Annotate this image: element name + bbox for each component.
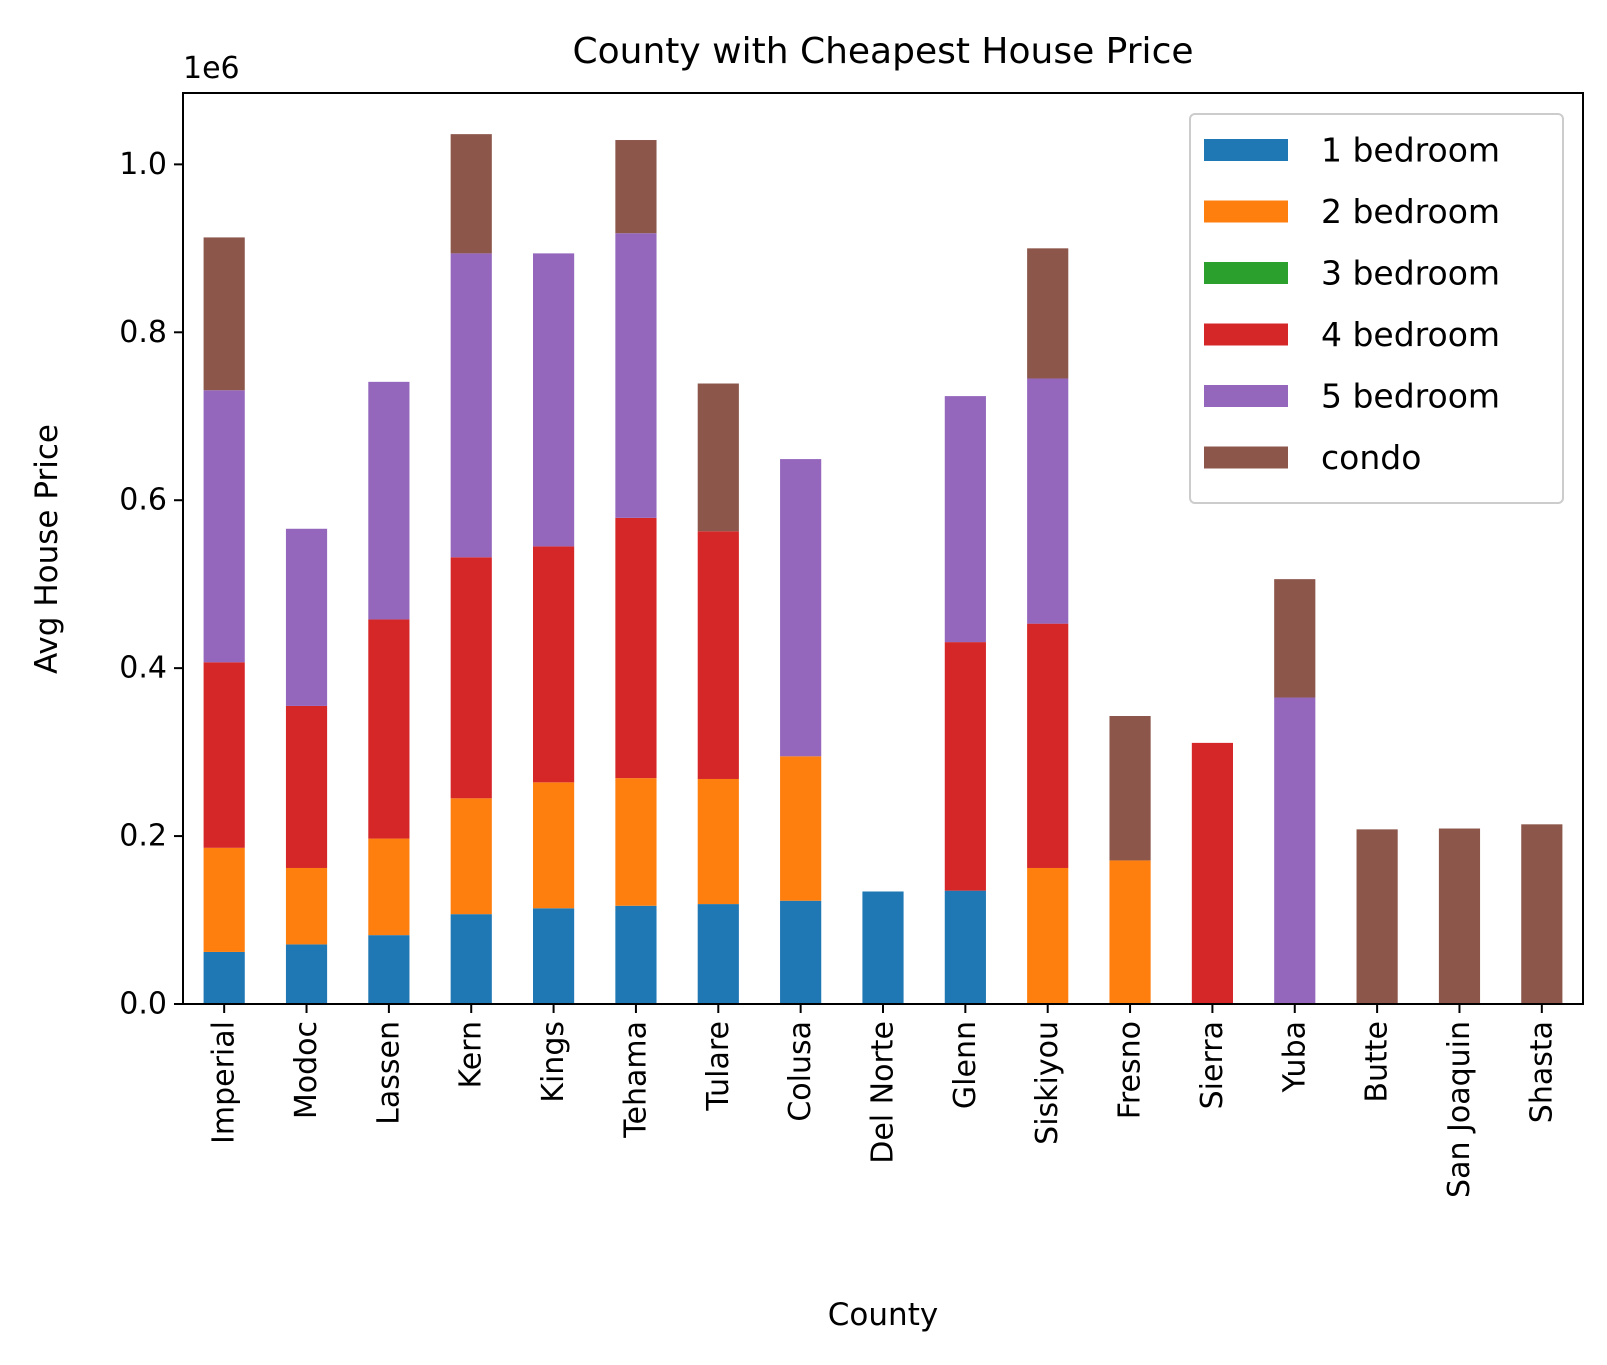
- x-tick-label-yuba: Yuba: [1277, 1021, 1312, 1093]
- bar-tehama-1-bedroom: [615, 905, 657, 1004]
- legend-swatch-4-bedroom: [1204, 323, 1288, 346]
- y-offset-label: 1e6: [183, 51, 240, 86]
- x-tick-label-lassen: Lassen: [371, 1021, 406, 1125]
- bar-tulare-condo: [697, 383, 739, 532]
- bar-imperial-4-bedroom: [203, 662, 245, 848]
- bar-siskiyou-5-bedroom: [1027, 378, 1069, 624]
- legend-swatch-2-bedroom: [1204, 200, 1288, 223]
- bar-lassen-2-bedroom: [368, 838, 410, 936]
- x-ticks-layer: Imperial Modoc Lassen Kern Kings Tehama Tulare…: [207, 1004, 1559, 1198]
- chart-title: County with Cheapest House Price: [572, 31, 1193, 72]
- y-tick-label: 0.4: [119, 651, 167, 686]
- bar-tehama-4-bedroom: [615, 517, 657, 779]
- legend: 1 bedroom 2 bedroom 3 bedroom 4 bedroom 5 be…: [1189, 113, 1564, 504]
- bar-tulare-4-bedroom: [697, 531, 739, 779]
- bar-yuba-5-bedroom: [1274, 697, 1316, 1004]
- bar-modoc-4-bedroom: [285, 705, 328, 868]
- bar-kern-2-bedroom: [450, 798, 492, 915]
- x-tick-label-sierra: Sierra: [1195, 1021, 1230, 1109]
- bar-del-norte-1-bedroom: [862, 891, 904, 1004]
- x-tick-label-san-joaquin: San Joaquin: [1442, 1021, 1477, 1198]
- bar-kings-1-bedroom: [533, 908, 575, 1004]
- x-tick-label-modoc: Modoc: [289, 1021, 324, 1119]
- legend-label-4-bedroom: 4 bedroom: [1321, 315, 1500, 354]
- bar-kern-5-bedroom: [450, 253, 492, 558]
- bar-sierra-4-bedroom: [1191, 742, 1233, 1004]
- bar-modoc-5-bedroom: [285, 528, 328, 706]
- bar-kern-4-bedroom: [450, 557, 492, 799]
- bar-lassen-1-bedroom: [368, 935, 410, 1004]
- x-tick-label-colusa: Colusa: [783, 1021, 818, 1122]
- bar-lassen-5-bedroom: [368, 381, 410, 620]
- bar-siskiyou-2-bedroom: [1027, 867, 1069, 1004]
- legend-label-condo: condo: [1321, 438, 1421, 477]
- x-tick-label-fresno: Fresno: [1113, 1021, 1148, 1119]
- plot-frame: [182, 92, 1584, 1005]
- y-tick-label: 0.2: [119, 819, 167, 854]
- x-tick-label-siskiyou: Siskiyou: [1030, 1021, 1065, 1145]
- bar-imperial-5-bedroom: [203, 390, 245, 663]
- legend-label-3-bedroom: 3 bedroom: [1321, 254, 1500, 293]
- legend-swatch-3-bedroom: [1204, 262, 1288, 284]
- legend-label-1-bedroom: 1 bedroom: [1321, 131, 1500, 170]
- y-ticks-layer: 0.0 0.2 0.4 0.6 0.8 1.0: [119, 147, 183, 1022]
- bar-fresno-2-bedroom: [1109, 860, 1151, 1004]
- legend-swatch-5-bedroom: [1204, 385, 1288, 407]
- bar-tulare-1-bedroom: [697, 904, 739, 1004]
- x-tick-label-glenn: Glenn: [948, 1021, 983, 1109]
- x-tick-label-imperial: Imperial: [207, 1021, 242, 1144]
- bar-colusa-1-bedroom: [780, 900, 822, 1004]
- x-tick-label-kern: Kern: [454, 1021, 489, 1088]
- y-tick-label: 1.0: [119, 147, 167, 182]
- x-tick-label-tehama: Tehama: [618, 1021, 653, 1139]
- y-tick-label: 0.6: [119, 483, 167, 518]
- bar-butte-condo: [1356, 829, 1398, 1004]
- bar-fresno-condo: [1109, 716, 1151, 861]
- bar-glenn-4-bedroom: [944, 642, 986, 891]
- bar-kern-condo: [450, 134, 492, 254]
- bar-colusa-2-bedroom: [780, 756, 822, 901]
- legend-label-5-bedroom: 5 bedroom: [1321, 377, 1500, 416]
- bar-yuba-condo: [1274, 579, 1316, 698]
- bar-siskiyou-4-bedroom: [1027, 623, 1069, 868]
- y-axis-label: Avg House Price: [29, 424, 65, 674]
- legend-swatch-condo: [1204, 446, 1288, 469]
- bar-colusa-5-bedroom: [780, 459, 822, 757]
- bar-kings-5-bedroom: [533, 253, 575, 547]
- bars-layer: [203, 134, 1563, 1004]
- bar-glenn-5-bedroom: [944, 396, 986, 643]
- bar-imperial-2-bedroom: [203, 847, 245, 952]
- bar-glenn-1-bedroom: [944, 890, 986, 1004]
- bar-tehama-2-bedroom: [615, 778, 657, 906]
- bar-modoc-2-bedroom: [285, 867, 328, 945]
- legend-label-2-bedroom: 2 bedroom: [1321, 192, 1500, 231]
- x-tick-label-del-norte: Del Norte: [866, 1021, 901, 1164]
- bar-imperial-condo: [203, 237, 245, 391]
- x-tick-label-butte: Butte: [1360, 1021, 1395, 1103]
- bar-siskiyou-condo: [1027, 248, 1069, 379]
- bar-shasta-condo: [1521, 824, 1563, 1004]
- bar-imperial-1-bedroom: [203, 951, 245, 1004]
- bar-tulare-2-bedroom: [697, 778, 739, 905]
- bar-modoc-1-bedroom: [285, 944, 328, 1004]
- bar-kings-4-bedroom: [533, 546, 575, 783]
- bar-lassen-4-bedroom: [368, 619, 410, 839]
- bar-kings-2-bedroom: [533, 782, 575, 909]
- x-tick-label-shasta: Shasta: [1524, 1021, 1559, 1123]
- bar-tehama-condo: [615, 140, 657, 234]
- legend-swatch-1-bedroom: [1204, 139, 1288, 161]
- y-tick-label: 0.0: [119, 987, 167, 1022]
- bar-kern-1-bedroom: [450, 914, 492, 1004]
- x-tick-label-kings: Kings: [536, 1021, 571, 1103]
- bar-tehama-5-bedroom: [615, 233, 657, 518]
- x-axis-label: County: [828, 1297, 938, 1333]
- bar-san-joaquin-condo: [1438, 828, 1481, 1004]
- x-tick-label-tulare: Tulare: [701, 1021, 736, 1112]
- y-tick-label: 0.8: [119, 315, 167, 350]
